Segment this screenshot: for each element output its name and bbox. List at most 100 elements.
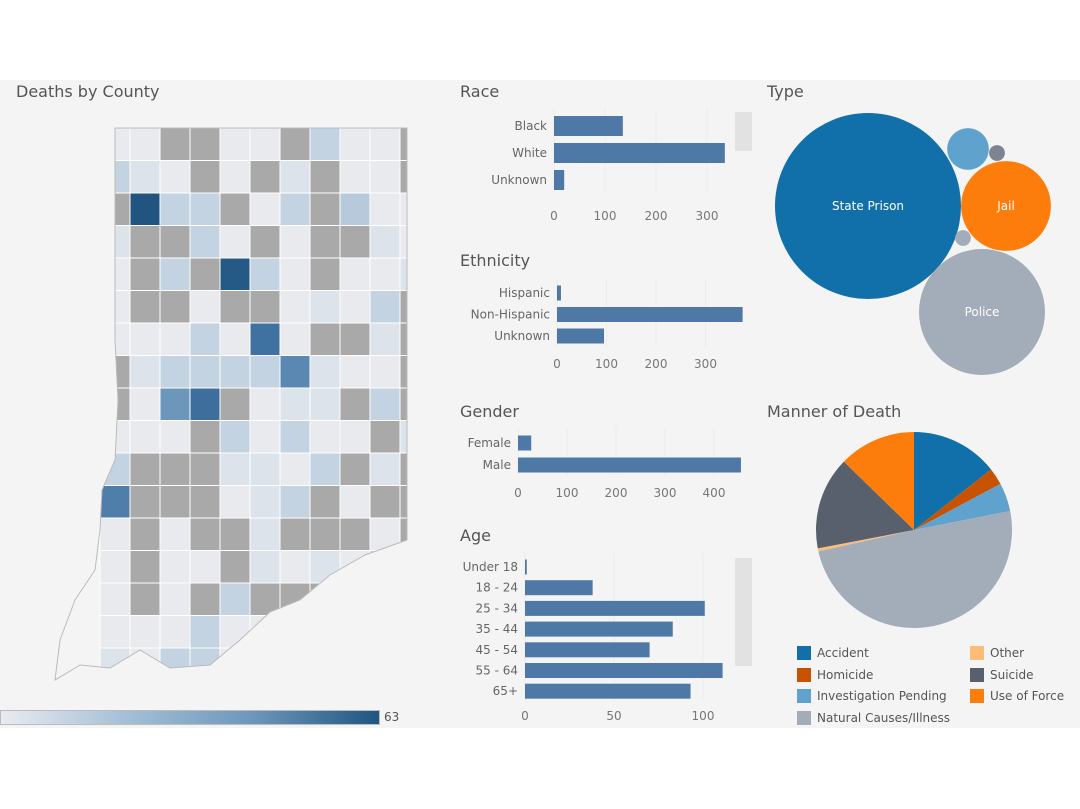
legend-item[interactable]: Other <box>970 646 1024 660</box>
county[interactable] <box>309 517 341 551</box>
county[interactable] <box>339 582 371 616</box>
county[interactable] <box>189 192 221 226</box>
county[interactable] <box>219 225 251 259</box>
race-bar[interactable] <box>554 143 725 163</box>
county[interactable] <box>159 582 191 616</box>
county[interactable] <box>249 225 281 259</box>
county[interactable] <box>369 647 401 681</box>
county[interactable] <box>129 192 161 226</box>
county[interactable] <box>189 517 221 551</box>
county[interactable] <box>369 160 401 194</box>
county[interactable] <box>339 290 371 324</box>
county[interactable] <box>399 128 430 161</box>
county[interactable] <box>249 452 281 486</box>
county[interactable] <box>309 322 341 356</box>
county[interactable] <box>129 160 161 194</box>
county[interactable] <box>99 517 131 551</box>
county[interactable] <box>249 647 281 681</box>
county[interactable] <box>369 128 401 161</box>
county[interactable] <box>189 225 221 259</box>
age-bar[interactable] <box>525 621 673 637</box>
county[interactable] <box>309 615 341 649</box>
county[interactable] <box>279 225 311 259</box>
county[interactable] <box>339 517 371 551</box>
county[interactable] <box>219 192 251 226</box>
county[interactable] <box>399 485 430 519</box>
county[interactable] <box>369 290 401 324</box>
county[interactable] <box>279 257 311 291</box>
pie-slice[interactable] <box>817 530 914 552</box>
county[interactable] <box>369 355 401 389</box>
county[interactable] <box>399 582 430 616</box>
county[interactable] <box>309 290 341 324</box>
county[interactable] <box>279 615 311 649</box>
type-bubble[interactable] <box>961 161 1051 251</box>
county[interactable] <box>159 452 191 486</box>
county[interactable] <box>219 615 251 649</box>
county[interactable] <box>99 420 131 454</box>
county[interactable] <box>219 387 251 421</box>
ethnicity-bar[interactable] <box>557 328 605 344</box>
county[interactable] <box>399 615 430 649</box>
county[interactable] <box>249 128 281 161</box>
county[interactable] <box>279 485 311 519</box>
county[interactable] <box>129 355 161 389</box>
legend-item[interactable]: Accident <box>797 646 869 660</box>
county[interactable] <box>339 128 371 161</box>
county[interactable] <box>219 290 251 324</box>
county[interactable] <box>99 582 131 616</box>
county[interactable] <box>219 452 251 486</box>
county[interactable] <box>249 355 281 389</box>
county[interactable] <box>309 387 341 421</box>
county[interactable] <box>279 647 311 681</box>
county[interactable] <box>159 355 191 389</box>
legend-item[interactable]: Suicide <box>970 668 1034 682</box>
county[interactable] <box>129 225 161 259</box>
age-bar[interactable] <box>525 580 593 596</box>
county[interactable] <box>369 517 401 551</box>
county[interactable] <box>189 160 221 194</box>
county[interactable] <box>159 128 191 161</box>
county[interactable] <box>279 452 311 486</box>
county[interactable] <box>189 387 221 421</box>
county[interactable] <box>369 615 401 649</box>
county[interactable] <box>249 160 281 194</box>
county[interactable] <box>159 192 191 226</box>
type-bubble[interactable] <box>955 230 971 246</box>
county[interactable] <box>339 322 371 356</box>
county[interactable] <box>339 192 371 226</box>
type-bubble[interactable] <box>989 145 1005 161</box>
county[interactable] <box>219 485 251 519</box>
county[interactable] <box>399 647 430 681</box>
county[interactable] <box>399 225 430 259</box>
race-bar[interactable] <box>554 170 565 190</box>
county[interactable] <box>99 647 131 681</box>
race-bar[interactable] <box>554 116 623 136</box>
county[interactable] <box>159 257 191 291</box>
county[interactable] <box>189 290 221 324</box>
county[interactable] <box>399 550 430 584</box>
type-bubble[interactable] <box>947 128 989 170</box>
county[interactable] <box>159 517 191 551</box>
type-bubble[interactable] <box>775 113 961 299</box>
county[interactable] <box>249 257 281 291</box>
county[interactable] <box>99 485 131 519</box>
county[interactable] <box>399 290 430 324</box>
county[interactable] <box>249 192 281 226</box>
pie-slice[interactable] <box>914 483 1011 530</box>
county[interactable] <box>129 550 161 584</box>
county[interactable] <box>99 615 131 649</box>
pie-slice[interactable] <box>843 432 914 530</box>
age-scrollbar[interactable] <box>735 558 752 666</box>
county[interactable] <box>339 420 371 454</box>
county[interactable] <box>279 387 311 421</box>
county[interactable] <box>399 192 430 226</box>
county[interactable] <box>159 485 191 519</box>
county[interactable] <box>279 550 311 584</box>
county[interactable] <box>279 582 311 616</box>
county[interactable] <box>309 257 341 291</box>
county[interactable] <box>219 322 251 356</box>
county[interactable] <box>399 257 430 291</box>
county-map[interactable] <box>54 127 430 681</box>
county[interactable] <box>249 420 281 454</box>
